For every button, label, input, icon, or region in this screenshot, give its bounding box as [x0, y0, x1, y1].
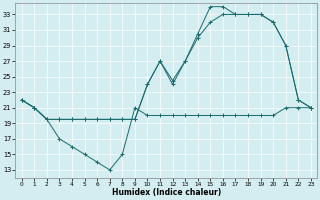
X-axis label: Humidex (Indice chaleur): Humidex (Indice chaleur) [112, 188, 221, 197]
